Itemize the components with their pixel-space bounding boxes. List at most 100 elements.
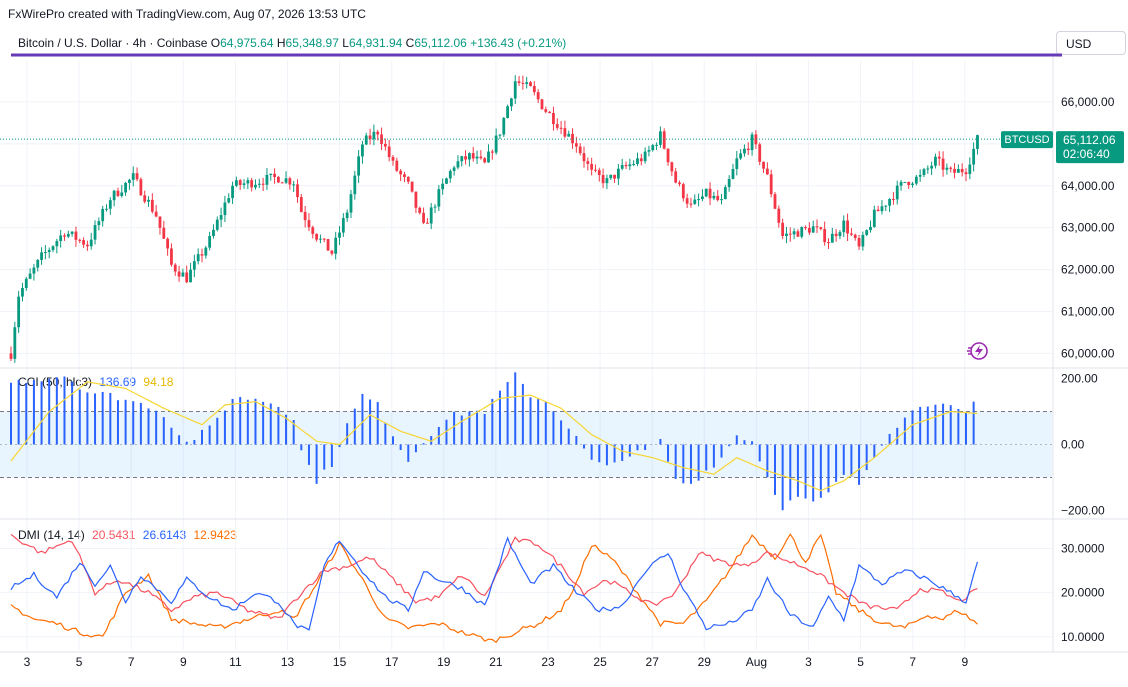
candle-body (242, 183, 246, 185)
candle-body (475, 156, 479, 159)
x-tick-label: 7 (128, 655, 135, 669)
candle-body (796, 231, 800, 237)
candle-body (150, 199, 154, 212)
candle-body (192, 261, 196, 270)
candle-body (74, 231, 78, 240)
x-tick-label: 7 (909, 655, 916, 669)
plus-di-line (10, 536, 979, 631)
candle-body (765, 168, 769, 175)
candle-body (437, 189, 441, 207)
candle-body (227, 198, 231, 203)
x-tick-label: 19 (437, 655, 451, 669)
candle-body (483, 158, 487, 163)
x-tick-label: 17 (385, 655, 399, 669)
candle-body (456, 161, 460, 168)
candle-body (678, 182, 681, 185)
candle-body (181, 272, 185, 277)
candle-body (24, 278, 28, 288)
candle-body (51, 246, 55, 251)
cci-ma-line (10, 381, 978, 492)
candle-body (154, 211, 158, 217)
candle-body (758, 144, 762, 162)
cci-title[interactable]: CCI (50, hlc3) (18, 375, 93, 389)
candle-body (918, 175, 922, 177)
candle-body (613, 174, 616, 179)
candle-body (215, 219, 219, 230)
candle-body (769, 174, 773, 195)
candle-body (403, 174, 406, 178)
candle-body (869, 226, 872, 231)
x-tick-label: 5 (857, 655, 864, 669)
candle-body (930, 165, 934, 169)
candle-body (383, 143, 387, 147)
lightning-icon[interactable] (966, 340, 992, 362)
candle-body (319, 238, 322, 240)
close-value: 65,112.06 (414, 36, 467, 50)
symbol-label[interactable]: Bitcoin / U.S. Dollar · 4h · Coinbase (18, 36, 208, 50)
candle-body (101, 208, 105, 222)
candle-body (792, 231, 796, 235)
candle-body (330, 250, 334, 254)
candle-body (353, 175, 357, 195)
candle-body (609, 174, 613, 179)
candle-body (441, 183, 445, 190)
candle-body (414, 191, 418, 208)
candle-body (594, 169, 597, 171)
candle-body (128, 179, 131, 183)
candle-body (63, 235, 66, 237)
candle-body (357, 156, 361, 176)
dmi-tick-label: 20.0000 (1061, 586, 1105, 600)
candle-body (651, 145, 655, 151)
cci-tick-label: 0.00 (1061, 438, 1085, 452)
candle-body (689, 203, 693, 205)
candle-body (108, 200, 112, 209)
candle-body (701, 196, 704, 200)
candle-body (487, 151, 490, 163)
candle-body (926, 168, 930, 170)
price-legend: Bitcoin / U.S. Dollar · 4h · Coinbase O6… (18, 36, 566, 50)
candle-body (364, 135, 368, 145)
candle-body (368, 135, 372, 140)
adx-value: 12.9423 (193, 528, 237, 542)
minus-di-value: 20.5431 (92, 528, 136, 542)
candle-body (345, 212, 349, 219)
candle-body (945, 167, 949, 170)
candle-body (743, 148, 746, 154)
candle-body (861, 234, 865, 247)
candle-body (97, 221, 101, 226)
candle-body (670, 162, 674, 172)
candle-body (162, 227, 166, 239)
candle-body (311, 227, 315, 234)
cci-tick-label: −200.00 (1061, 503, 1105, 517)
low-label: L (342, 36, 349, 50)
candle-body (563, 128, 567, 137)
candle-body (59, 235, 63, 242)
candle-body (284, 178, 288, 183)
candle-body (597, 170, 601, 176)
candle-body (559, 127, 563, 129)
plus-di-value: 26.6143 (142, 528, 187, 542)
candle-body (525, 82, 529, 84)
x-tick-label: 11 (229, 655, 242, 669)
candle-body (490, 151, 494, 153)
candle-body (781, 222, 785, 237)
candle-body (697, 199, 700, 201)
candle-body (280, 182, 284, 184)
candle-body (655, 144, 658, 146)
candle-body (601, 175, 605, 184)
candle-body (876, 209, 880, 212)
currency-button[interactable]: USD (1056, 31, 1126, 55)
high-label: H (276, 36, 286, 50)
candle-body (586, 161, 590, 164)
dmi-legend: DMI (14, 14) 20.5431 26.6143 12.9423 (18, 528, 241, 542)
candle-body (372, 131, 376, 140)
candle-body (976, 135, 979, 149)
candle-body (445, 178, 448, 184)
dmi-title[interactable]: DMI (14, 14) (18, 528, 85, 542)
candle-body (387, 146, 391, 158)
candle-body (647, 150, 651, 152)
candle-body (166, 238, 170, 249)
candle-body (70, 231, 74, 234)
candle-body (567, 133, 571, 137)
